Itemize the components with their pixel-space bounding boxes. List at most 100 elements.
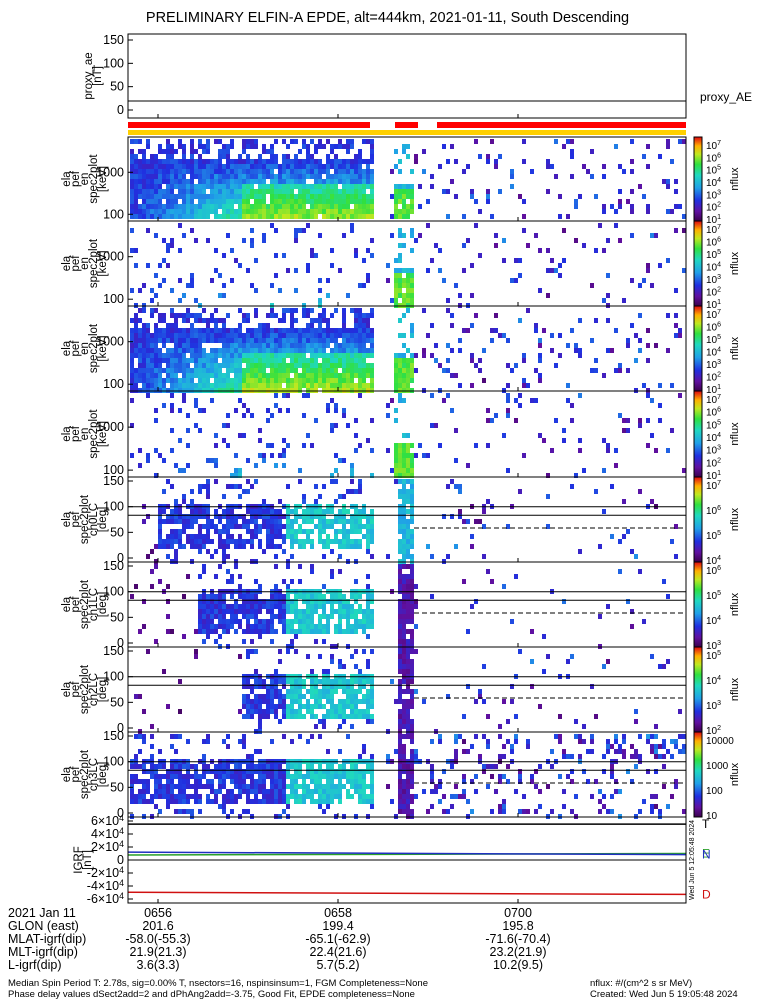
heatmap-cell xyxy=(130,333,134,338)
heatmap-cell xyxy=(326,544,330,549)
colorbar-strip xyxy=(694,219,702,221)
heatmap-cell xyxy=(346,184,350,189)
heatmap-cell xyxy=(166,804,170,809)
heatmap-cell xyxy=(398,169,402,174)
colorbar-strip xyxy=(694,633,702,635)
heatmap-cell xyxy=(286,393,290,398)
heatmap-cell xyxy=(334,714,338,719)
heatmap-cell xyxy=(410,724,414,729)
heatmap-cell xyxy=(362,358,366,363)
heatmap-cell xyxy=(206,169,210,174)
heatmap-cell xyxy=(330,423,334,428)
heatmap-cell xyxy=(218,804,222,809)
heatmap-cell xyxy=(298,564,302,569)
heatmap-cell xyxy=(246,794,250,799)
heatmap-cell xyxy=(246,348,250,353)
heatmap-cell xyxy=(182,779,186,784)
heatmap-cell xyxy=(198,353,202,358)
heatmap-cell xyxy=(274,403,278,408)
heatmap-cell xyxy=(302,499,306,504)
heatmap-cell xyxy=(326,539,330,544)
heatmap-cell xyxy=(410,373,414,378)
colorbar-strip xyxy=(694,402,702,404)
heatmap-cell xyxy=(146,204,150,209)
heatmap-cell xyxy=(398,318,402,323)
heatmap-cell xyxy=(362,534,366,539)
heatmap-cell xyxy=(258,383,262,388)
heatmap-cell xyxy=(170,769,174,774)
colorbar-strip xyxy=(694,596,702,598)
heatmap-cell xyxy=(402,278,406,283)
heatmap-cell xyxy=(254,348,258,353)
heatmap-cell xyxy=(426,544,430,549)
heatmap-cell xyxy=(258,174,262,179)
colorbar-strip xyxy=(694,598,702,600)
heatmap-cell xyxy=(326,408,330,413)
heatmap-cell xyxy=(394,418,398,423)
heatmap-cell xyxy=(190,209,194,214)
colorbar-strip xyxy=(694,457,702,459)
heatmap-cell xyxy=(346,689,350,694)
heatmap-cell xyxy=(298,694,302,699)
heatmap-cell xyxy=(326,169,330,174)
heatmap-cell xyxy=(370,684,374,689)
y-tick-label: 150 xyxy=(103,559,124,573)
heatmap-cell xyxy=(454,544,458,549)
heatmap-cell xyxy=(318,368,322,373)
heatmap-cell xyxy=(174,794,178,799)
heatmap-cell xyxy=(334,499,338,504)
heatmap-cell xyxy=(298,468,302,473)
heatmap-cell xyxy=(318,184,322,189)
heatmap-cell xyxy=(302,684,306,689)
heatmap-cell xyxy=(230,378,234,383)
heatmap-cell xyxy=(234,599,238,604)
heatmap-cell xyxy=(234,539,238,544)
heatmap-cell xyxy=(470,604,474,609)
heatmap-cell xyxy=(258,774,262,779)
heatmap-cell xyxy=(358,443,362,448)
heatmap-cell xyxy=(182,328,186,333)
heatmap-cell xyxy=(194,169,198,174)
heatmap-cell xyxy=(266,338,270,343)
colorbar-tick-label: 105 xyxy=(706,249,721,261)
heatmap-cell xyxy=(366,373,370,378)
heatmap-cell xyxy=(274,139,278,144)
heatmap-cell xyxy=(462,519,466,524)
heatmap-cell xyxy=(182,378,186,383)
heatmap-cell xyxy=(354,343,358,348)
heatmap-cell xyxy=(338,594,342,599)
heatmap-cell xyxy=(138,189,142,194)
heatmap-cell xyxy=(366,328,370,333)
colorbar-strip xyxy=(694,484,702,486)
heatmap-cell xyxy=(206,184,210,189)
colorbar-strip xyxy=(694,290,702,292)
heatmap-cell xyxy=(214,159,218,164)
heatmap-cell xyxy=(226,159,230,164)
heatmap-cell xyxy=(234,769,238,774)
heatmap-cell xyxy=(310,328,314,333)
heatmap-cell xyxy=(642,619,646,624)
heatmap-cell xyxy=(450,313,454,318)
colorbar-strip xyxy=(694,599,702,601)
heatmap-cell xyxy=(354,694,358,699)
heatmap-cell xyxy=(270,174,274,179)
heatmap-cell xyxy=(354,509,358,514)
heatmap-cell xyxy=(230,363,234,368)
heatmap-cell xyxy=(166,338,170,343)
heatmap-cell xyxy=(270,624,274,629)
heatmap-cell xyxy=(274,544,278,549)
heatmap-cell xyxy=(362,514,366,519)
heatmap-cell xyxy=(146,373,150,378)
heatmap-cell xyxy=(406,288,410,293)
heatmap-cell xyxy=(370,679,374,684)
heatmap-cell xyxy=(546,524,550,529)
heatmap-cell xyxy=(314,348,318,353)
heatmap-cell xyxy=(594,318,598,323)
heatmap-cell xyxy=(326,599,330,604)
heatmap-cell xyxy=(510,278,514,283)
heatmap-cell xyxy=(638,283,642,288)
heatmap-cell xyxy=(294,684,298,689)
panel-pef_ch0LC xyxy=(127,476,687,564)
heatmap-cell xyxy=(522,378,526,383)
colorbar-strip xyxy=(694,279,702,281)
